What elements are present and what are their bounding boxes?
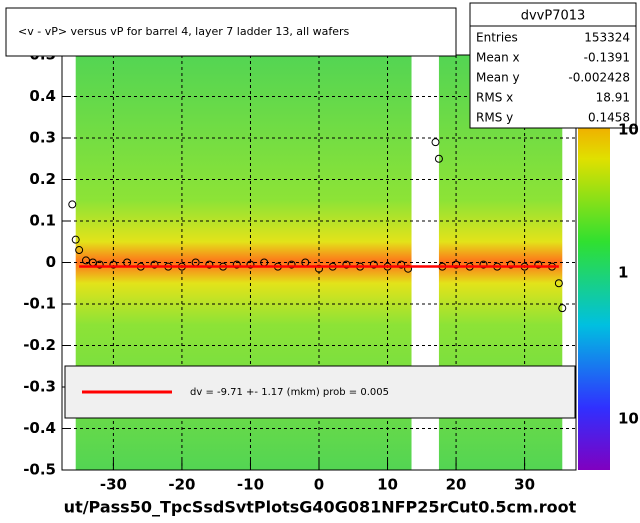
palette-label: 10 <box>618 410 639 428</box>
stats-value: 0.1458 <box>588 111 630 125</box>
profile-point <box>397 260 406 269</box>
profile-point <box>246 260 255 269</box>
profile-point <box>434 154 443 163</box>
y-tick-label: 0.4 <box>29 87 56 105</box>
stats-value: -0.1391 <box>584 51 630 65</box>
stats-frame <box>469 2 637 129</box>
stats-value: -0.002428 <box>568 71 630 85</box>
profile-point <box>506 260 515 269</box>
profile-point <box>232 260 241 269</box>
stats-title: dvvP7013 <box>521 9 586 24</box>
profile-point <box>431 138 440 147</box>
title-box <box>5 7 457 57</box>
y-tick-label: -0.3 <box>23 378 56 396</box>
chart-title: <v - vP> versus vP for barrel 4, layer 7… <box>18 25 350 38</box>
x-tick-label: 0 <box>314 476 324 494</box>
profile-point <box>75 246 84 255</box>
profile-point <box>205 260 214 269</box>
profile-point <box>404 264 413 273</box>
y-tick-label: -0.5 <box>23 461 56 479</box>
fit-label: dv = -9.71 +- 1.17 (mkm) prob = 0.005 <box>190 387 389 398</box>
x-tick-label: 30 <box>514 476 535 494</box>
profile-point <box>315 264 323 273</box>
profile-point <box>150 260 159 269</box>
x-tick-label: -10 <box>237 476 264 494</box>
y-tick-label: -0.4 <box>23 419 56 437</box>
x-tick-label: -30 <box>100 476 127 494</box>
profile-point <box>479 260 488 269</box>
x-tick-label: 10 <box>377 476 398 494</box>
profile-point <box>95 260 104 269</box>
palette-label: 1 <box>618 264 628 282</box>
profile-point <box>558 304 567 313</box>
stats-value: 18.91 <box>596 91 630 105</box>
y-tick-label: 0.1 <box>29 212 56 230</box>
palette-label: 10 <box>618 121 639 139</box>
profile-point <box>554 279 563 288</box>
profile-point <box>71 235 80 244</box>
profile-point <box>342 260 351 269</box>
profile-point <box>109 260 118 269</box>
profile-point <box>452 260 461 269</box>
stats-key: RMS x <box>476 91 513 105</box>
profile-point <box>369 260 378 269</box>
footer: ut/Pass50_TpcSsdSvtPlotsG40G081NFP25rCut… <box>64 498 577 517</box>
y-tick-label: -0.1 <box>23 295 56 313</box>
x-tick-label: 20 <box>446 476 467 494</box>
y-tick-label: 0 <box>46 253 56 271</box>
stats-key: Mean x <box>476 51 520 65</box>
stats-key: Entries <box>476 31 518 45</box>
stats-key: Mean y <box>476 71 520 85</box>
profile-point <box>68 200 77 209</box>
y-tick-label: 0.3 <box>29 129 56 147</box>
y-tick-label: -0.2 <box>23 336 56 354</box>
x-tick-label: -20 <box>168 476 195 494</box>
stats-value: 153324 <box>584 31 630 45</box>
y-tick-label: 0.2 <box>29 170 56 188</box>
profile-point <box>534 260 543 269</box>
profile-point <box>287 260 296 269</box>
stats-key: RMS y <box>476 111 513 125</box>
